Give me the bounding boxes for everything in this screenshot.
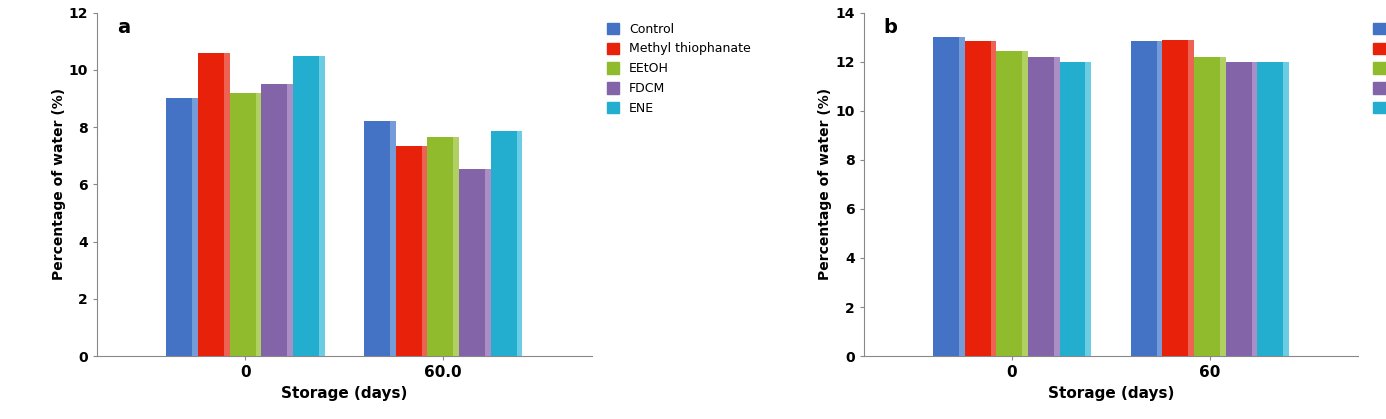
Bar [1188, 39, 1195, 356]
Bar [1220, 57, 1225, 356]
Bar [517, 132, 523, 356]
Bar [1085, 62, 1091, 356]
Bar [491, 132, 523, 356]
Bar [255, 93, 261, 356]
Bar [1059, 62, 1091, 356]
Bar [959, 37, 965, 356]
Bar [166, 98, 198, 356]
Bar [389, 122, 396, 356]
Bar [459, 168, 491, 356]
X-axis label: Storage (days): Storage (days) [1048, 386, 1174, 401]
Bar [453, 137, 459, 356]
Bar [1225, 62, 1257, 356]
Bar [997, 51, 1028, 356]
Bar [261, 84, 292, 356]
Bar [1028, 57, 1059, 356]
Legend: Control, Methyl thiophanate, EEtOH, FDCM, ENE: Control, Methyl thiophanate, EEtOH, FDCM… [1369, 19, 1386, 119]
Bar [485, 168, 491, 356]
Bar [292, 56, 324, 356]
Bar [1283, 62, 1289, 356]
Bar [421, 146, 427, 356]
Bar [287, 84, 292, 356]
Bar [1257, 62, 1289, 356]
Legend: Control, Methyl thiophanate, EEtOH, FDCM, ENE: Control, Methyl thiophanate, EEtOH, FDCM… [603, 19, 754, 119]
Bar [933, 37, 965, 356]
Bar [225, 53, 230, 356]
Bar [1157, 41, 1163, 356]
Bar [193, 98, 198, 356]
Bar [1023, 51, 1028, 356]
Text: a: a [116, 18, 130, 37]
Text: b: b [883, 18, 897, 37]
Bar [427, 137, 459, 356]
Bar [1131, 41, 1163, 356]
Bar [365, 122, 396, 356]
Bar [1163, 39, 1195, 356]
Bar [965, 41, 997, 356]
Bar [396, 146, 427, 356]
X-axis label: Storage (days): Storage (days) [281, 386, 407, 401]
Bar [319, 56, 324, 356]
Bar [230, 93, 261, 356]
Y-axis label: Percentage of water (%): Percentage of water (%) [51, 88, 65, 280]
Y-axis label: Percentage of water (%): Percentage of water (%) [818, 88, 833, 280]
Bar [198, 53, 230, 356]
Bar [991, 41, 997, 356]
Bar [1195, 57, 1225, 356]
Bar [1053, 57, 1059, 356]
Bar [1252, 62, 1257, 356]
